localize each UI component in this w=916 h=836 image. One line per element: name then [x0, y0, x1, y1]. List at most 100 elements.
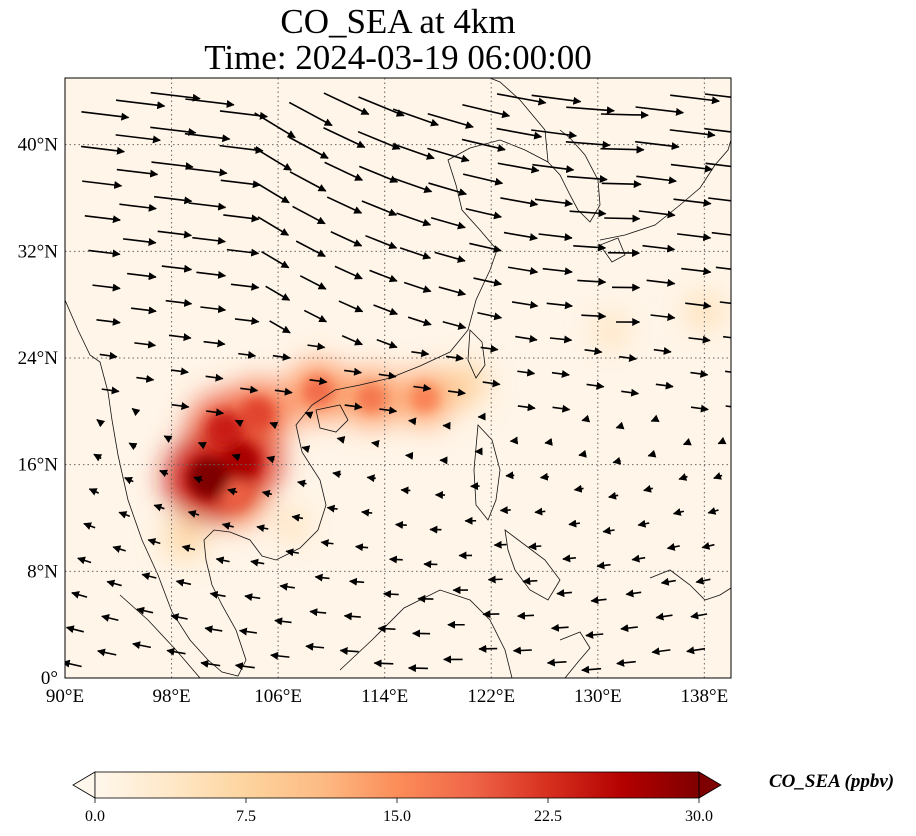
- wind-arrow: [608, 491, 619, 500]
- wind-arrow: [215, 556, 230, 565]
- wind-arrow: [234, 316, 260, 325]
- wind-arrow: [128, 442, 138, 451]
- coastlines: [65, 78, 731, 678]
- wind-arrow: [377, 624, 396, 633]
- wind-arrow: [291, 513, 304, 522]
- wind-arrow: [270, 651, 290, 660]
- wind-arrow: [650, 313, 676, 321]
- wind-arrow: [600, 145, 645, 154]
- wind-arrow: [678, 473, 688, 481]
- wind-arrow: [234, 662, 255, 671]
- wind-arrow: [361, 200, 398, 217]
- latitude-tick-label: 16°N: [18, 455, 59, 476]
- wind-arrow: [407, 316, 432, 327]
- wind-arrow: [127, 272, 157, 281]
- wind-arrow: [660, 577, 676, 586]
- wind-arrow: [496, 93, 547, 106]
- wind-arrow: [304, 411, 314, 419]
- map-title: CO_SEA at 4km: [280, 2, 516, 41]
- wind-arrow: [223, 214, 260, 223]
- wind-arrow: [544, 437, 553, 446]
- wind-arrow: [320, 539, 334, 548]
- wind-arrow: [344, 402, 363, 411]
- wind-arrow: [646, 278, 676, 287]
- wind-arrow: [205, 373, 224, 382]
- wind-arrow: [136, 606, 154, 615]
- latitude-tick-label: 40°N: [18, 135, 59, 156]
- wind-arrow: [373, 304, 399, 316]
- wind-arrow: [81, 111, 130, 121]
- wind-arrow: [403, 281, 432, 293]
- wind-arrow: [124, 477, 134, 485]
- wind-arrow: [303, 309, 328, 323]
- wind-arrow: [528, 542, 542, 551]
- longitude-axis: 90°E 98°E 106°E 114°E 122°E 130°E 138°E: [46, 686, 728, 707]
- wind-arrow: [357, 130, 401, 150]
- wind-arrow: [704, 93, 731, 98]
- wind-arrow: [480, 344, 499, 353]
- wind-arrow: [204, 625, 223, 634]
- colorbar-tick-label: 15.0: [383, 808, 411, 825]
- wind-arrow: [261, 250, 290, 269]
- wind-arrow: [334, 265, 363, 280]
- wind-arrow: [341, 335, 363, 346]
- latitude-tick-label: 8°N: [27, 561, 58, 582]
- wind-arrow: [585, 630, 604, 639]
- wind-arrow: [673, 198, 712, 207]
- wind-arrow: [601, 180, 642, 189]
- plume-core: [241, 397, 275, 431]
- wind-arrow: [512, 646, 532, 655]
- wind-arrow: [366, 474, 376, 483]
- wind-arrow: [670, 94, 720, 105]
- wind-arrow: [534, 507, 546, 516]
- wind-arrow: [677, 233, 712, 242]
- wind-arrow: [299, 275, 327, 290]
- wind-arrow: [461, 138, 506, 152]
- wind-arrow: [238, 627, 258, 636]
- wind-arrow: [573, 243, 607, 252]
- wind-arrow: [552, 404, 571, 413]
- wind-arrow: [462, 173, 504, 186]
- wind-arrow: [288, 136, 329, 159]
- wind-arrow: [650, 414, 660, 422]
- wind-arrow: [354, 543, 369, 552]
- wind-arrow: [323, 92, 370, 115]
- wind-arrow: [635, 106, 685, 116]
- wind-arrow: [88, 488, 100, 496]
- co-concentration-field: [164, 293, 723, 558]
- wind-arrow: [161, 264, 193, 273]
- plume-core: [410, 384, 439, 412]
- longitude-tick-label: 114°E: [361, 686, 408, 707]
- colorbar-ticks: 0.0 7.5 15.0 22.5 30.0: [85, 798, 713, 825]
- wind-arrow: [653, 347, 672, 355]
- coastline-japan: [599, 139, 731, 241]
- wind-arrow: [396, 212, 432, 227]
- wind-arrow: [266, 455, 276, 464]
- wind-arrow: [566, 106, 615, 115]
- longitude-tick-label: 138°E: [681, 686, 729, 707]
- wind-arrow: [336, 436, 346, 444]
- wind-arrow: [496, 127, 543, 140]
- wind-arrow: [323, 127, 366, 148]
- wind-arrow: [393, 177, 433, 194]
- map-frame: [64, 77, 732, 679]
- wind-arrow: [531, 129, 578, 139]
- wind-arrow: [670, 163, 713, 173]
- wind-arrow: [338, 300, 364, 313]
- wind-arrow: [159, 469, 169, 478]
- wind-arrow: [163, 435, 173, 443]
- wind-arrow: [690, 611, 708, 620]
- wind-arrow: [581, 414, 591, 423]
- colorbar-tick-label: 7.5: [236, 808, 256, 825]
- wind-arrow: [469, 242, 502, 253]
- wind-arrow: [297, 479, 307, 488]
- wind-arrow: [447, 388, 466, 397]
- wind-arrow: [577, 277, 607, 286]
- wind-arrow: [666, 543, 680, 551]
- wind-arrow: [256, 524, 269, 533]
- wind-arrow: [97, 648, 117, 657]
- wind-arrow: [254, 181, 290, 204]
- wind-arrow: [686, 646, 706, 655]
- longitude-tick-label: 122°E: [467, 686, 515, 707]
